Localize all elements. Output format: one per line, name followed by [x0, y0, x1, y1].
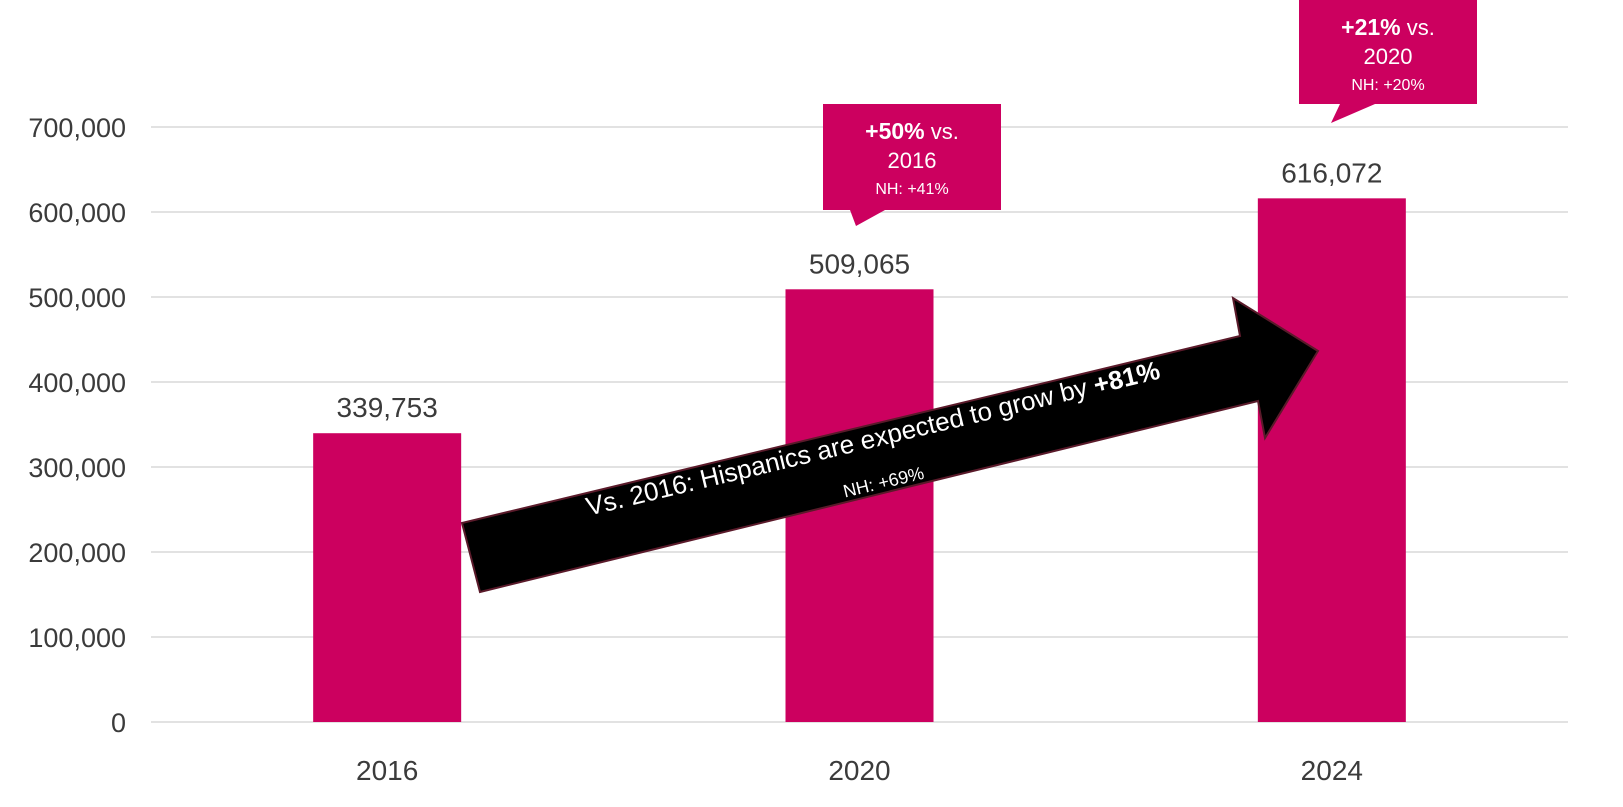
y-tick-label: 700,000	[28, 113, 126, 143]
callout-line-2: 2016	[888, 148, 937, 173]
data-labels: 339,753 509,065 616,072	[337, 157, 1383, 423]
y-tick-label: 600,000	[28, 198, 126, 228]
callout-tail	[1331, 104, 1375, 123]
callout-box	[823, 104, 1001, 210]
callout-box	[1299, 0, 1477, 104]
x-tick-label: 2020	[828, 755, 890, 786]
callout-line-3: NH: +20%	[1351, 77, 1424, 94]
arrow-body	[460, 295, 1320, 594]
callout-line-1: +50% vs.	[865, 118, 959, 144]
x-tick-label: 2024	[1301, 755, 1363, 786]
bar-value-label: 509,065	[809, 248, 910, 279]
callout-line-3: NH: +41%	[875, 181, 948, 198]
y-tick-label: 0	[111, 708, 126, 738]
bar	[1257, 198, 1406, 722]
callout-2024: +21% vs. 2020 NH: +20%	[1299, 0, 1477, 123]
callouts: +50% vs. 2016 NH: +41% +21% vs. 2020 NH: +20%	[823, 0, 1477, 226]
y-axis-tick-labels: 0 100,000 200,000 300,000 400,000 500,000 600,…	[28, 113, 126, 738]
bar	[313, 433, 462, 722]
bar-value-label: 616,072	[1281, 157, 1382, 188]
y-tick-label: 200,000	[28, 538, 126, 568]
y-tick-label: 300,000	[28, 453, 126, 483]
x-tick-label: 2016	[356, 755, 418, 786]
callout-2020: +50% vs. 2016 NH: +41%	[823, 104, 1001, 226]
y-tick-label: 500,000	[28, 283, 126, 313]
x-axis-tick-labels: 2016 2020 2024	[356, 755, 1363, 786]
y-tick-label: 100,000	[28, 623, 126, 653]
callout-tail	[850, 210, 885, 226]
bars	[313, 198, 1406, 722]
y-tick-label: 400,000	[28, 368, 126, 398]
callout-line-2: 2020	[1364, 44, 1413, 69]
bar-value-label: 339,753	[337, 392, 438, 423]
callout-line-1: +21% vs.	[1341, 14, 1435, 40]
